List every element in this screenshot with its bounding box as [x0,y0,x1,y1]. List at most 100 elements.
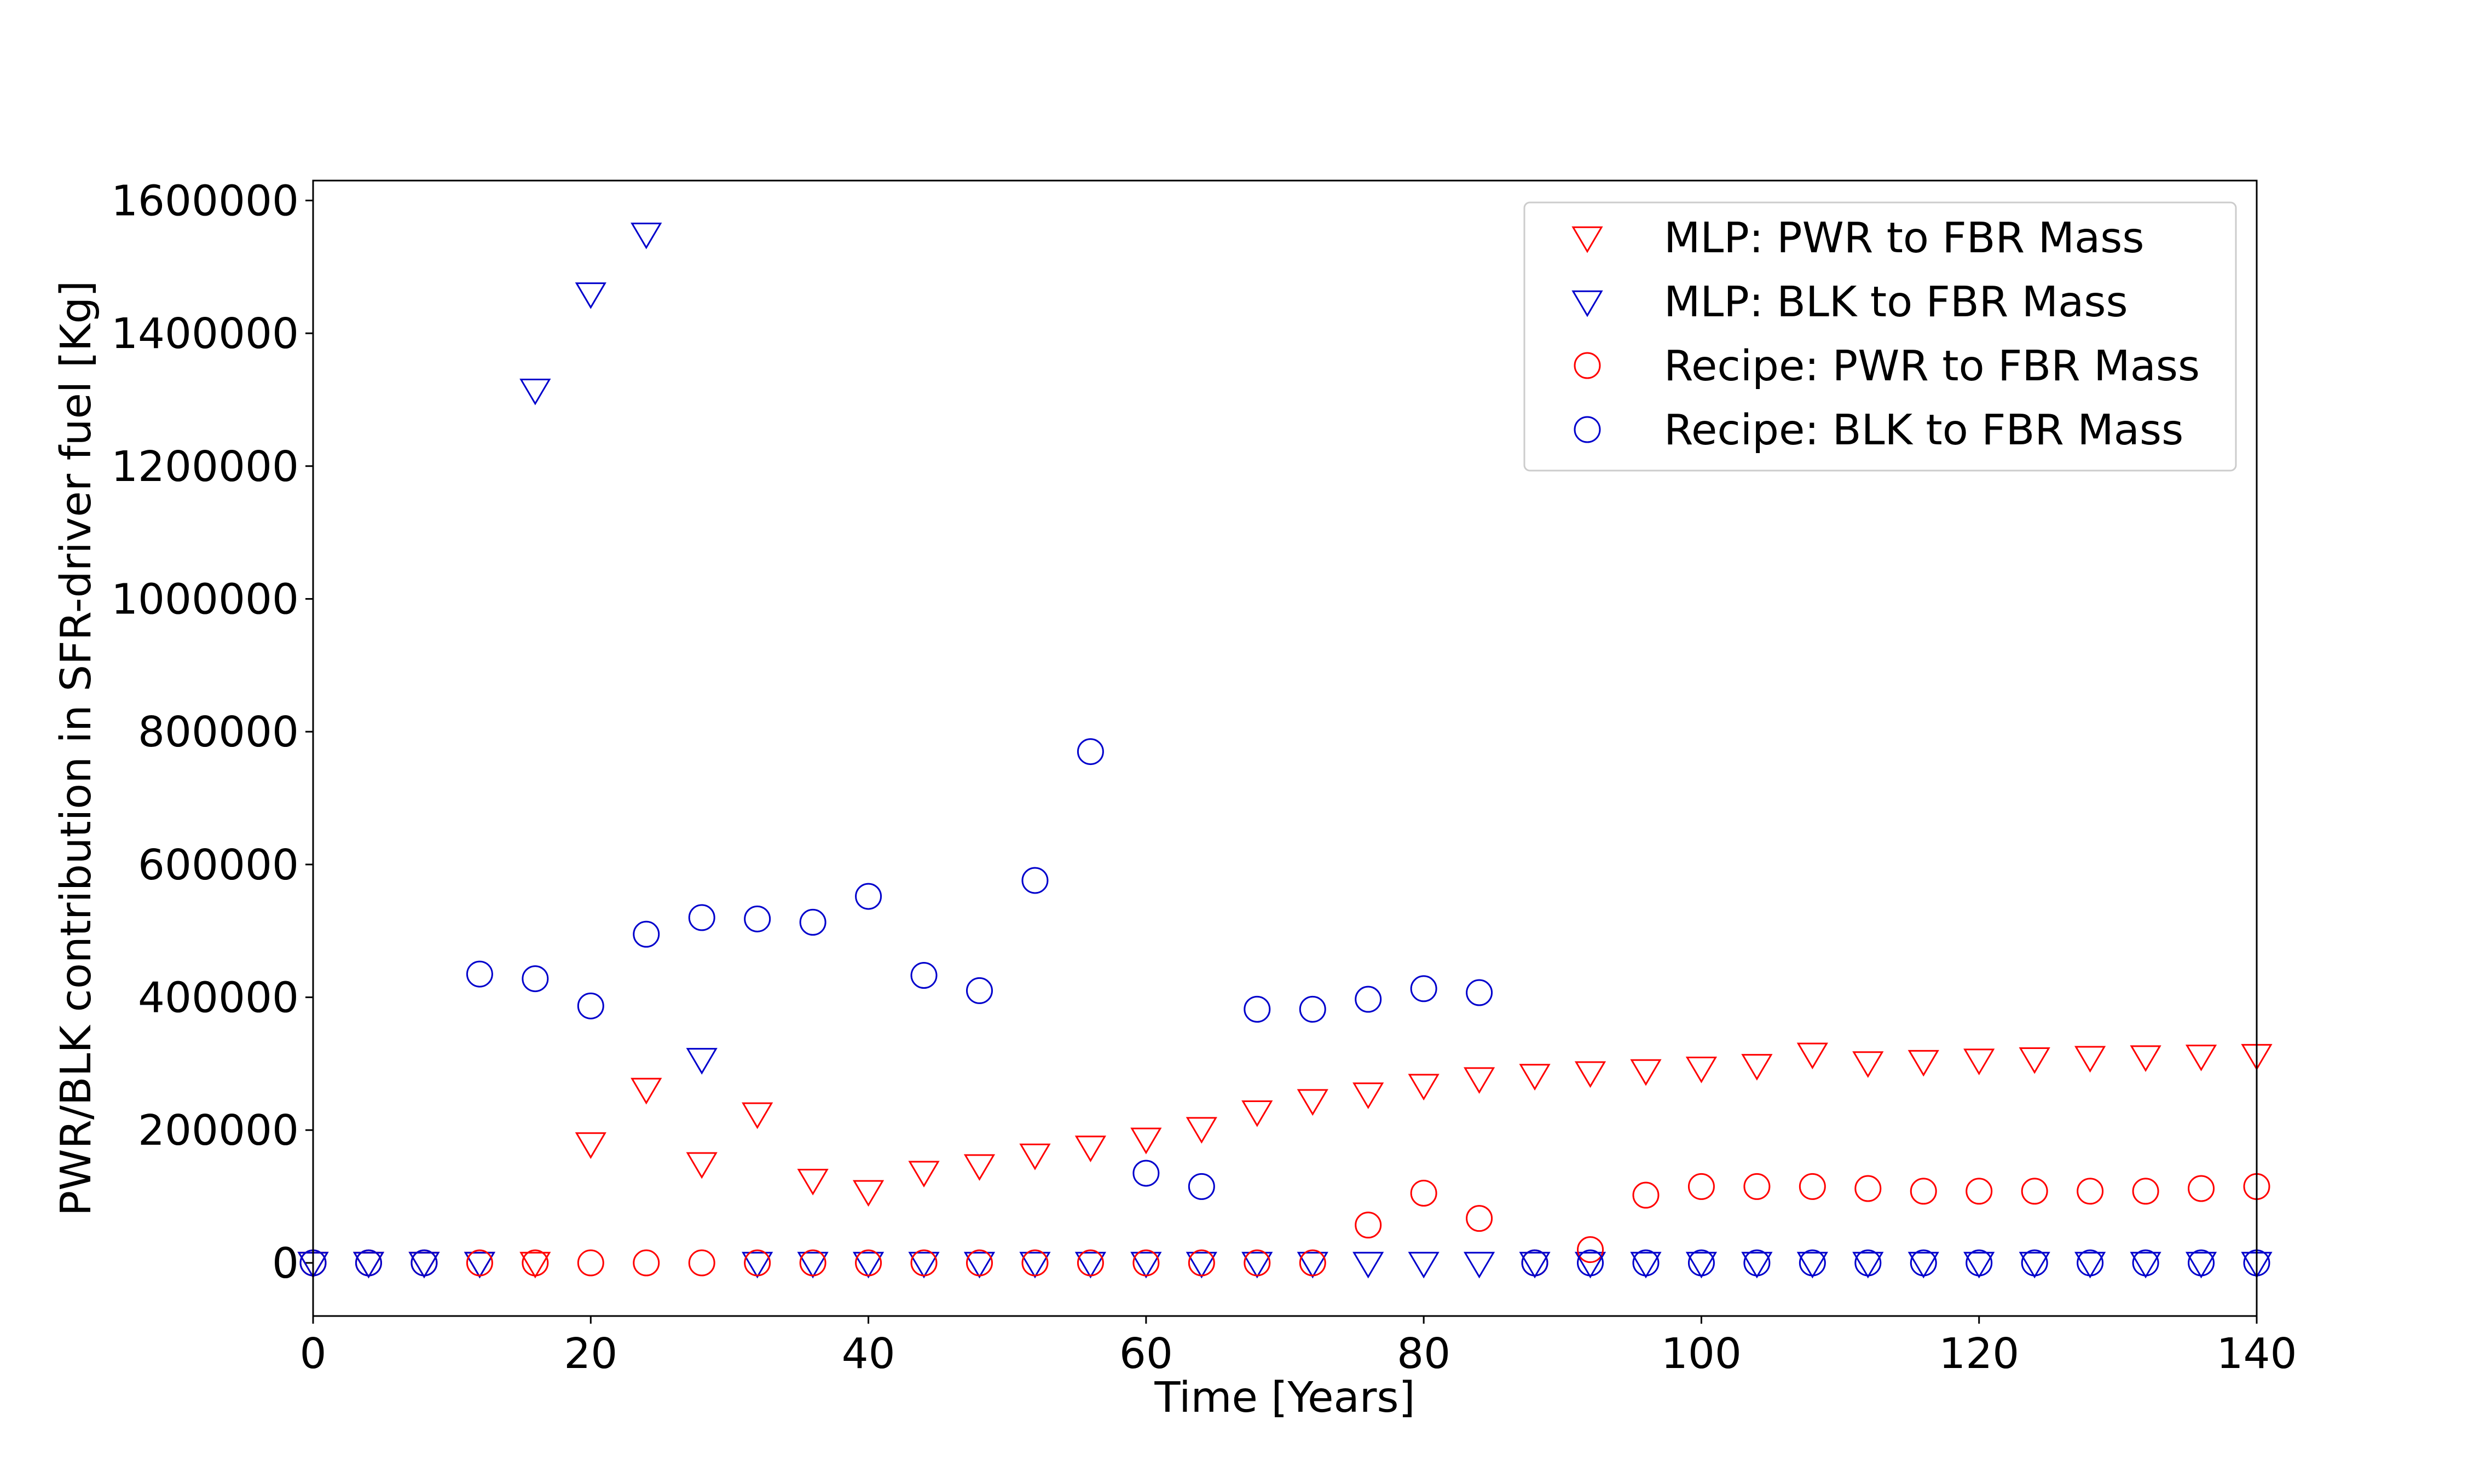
triangle-marker [963,1251,996,1279]
triangle-marker [408,1251,440,1279]
triangle-marker [519,379,551,405]
legend-label: MLP: BLK to FBR Mass [1664,278,2128,327]
circle-marker [1244,995,1271,1023]
circle-marker [910,962,938,989]
circle-marker [1244,1249,1271,1277]
circle-marker [577,992,604,1019]
triangle-marker [963,1154,996,1181]
triangle-marker [1630,1251,1662,1279]
triangle-marker [2130,1251,2161,1279]
triangle-marker [1241,1100,1273,1127]
triangle-marker [852,1251,885,1279]
circle-marker [799,1249,826,1277]
triangle-marker [1186,1251,1217,1279]
triangle-marker [686,1152,718,1179]
triangle-marker [1574,1061,1606,1088]
triangle-marker [2185,1251,2217,1279]
x-tick-label: 140 [2217,1330,2297,1378]
triangle-marker [1408,1074,1440,1101]
series-1 [297,1042,2273,1279]
triangle-marker [1963,1251,1995,1279]
triangle-marker [1574,1251,1606,1279]
triangle-marker [1297,1089,1328,1116]
circle-marker [1632,1181,1660,1209]
triangle-marker [631,222,662,250]
y-axis-title: PWR/BLK contribution in SFR-driver fuel … [52,281,101,1216]
triangle-marker [1519,1064,1551,1091]
circle-marker [1355,1211,1382,1239]
triangle-marker [1741,1251,1773,1279]
y-tick-label: 400000 [138,974,299,1023]
triangle-marker [1297,1251,1328,1279]
legend-marker [1571,226,1603,253]
y-tick-label: 1200000 [111,443,299,491]
circle-marker [2188,1175,2215,1202]
x-tick-label: 120 [1939,1330,2019,1378]
axis-ticks: 0 20 40 60 80 100 120 140 0 200000 400000 600000 800… [111,177,2297,1378]
x-tick-label: 60 [1119,1330,1173,1378]
x-axis-title: Time [Years] [1154,1373,1415,1422]
circle-marker [355,1249,382,1277]
triangle-marker [797,1169,829,1196]
circle-marker [1299,1249,1326,1277]
y-tick-label: 1600000 [111,177,299,225]
triangle-marker [1907,1251,1939,1279]
circle-marker [1021,1249,1049,1277]
circle-marker [466,1249,493,1277]
circle-marker [1687,1249,1715,1277]
triangle-marker [1963,1048,1995,1076]
triangle-marker [1907,1050,1939,1077]
series-4 [299,738,2270,1277]
triangle-marker [1352,1082,1384,1109]
circle-marker [1743,1249,1771,1277]
x-tick-label: 0 [300,1330,327,1378]
x-tick-label: 100 [1661,1330,1742,1378]
triangle-marker [1685,1251,1718,1279]
circle-marker [1687,1173,1715,1200]
circle-marker [744,905,771,932]
circle-marker [1799,1249,1826,1277]
circle-marker [744,1249,771,1277]
y-tick-label: 600000 [138,841,299,890]
triangle-marker [2130,1045,2161,1072]
triangle-marker [1630,1059,1662,1086]
data-points [297,222,2273,1279]
triangle-marker [797,1251,829,1279]
y-tick-label: 800000 [138,708,299,757]
y-tick-label: 1400000 [111,310,299,358]
triangle-marker [742,1251,773,1279]
plot-frame [312,179,2258,1317]
circle-marker [1910,1178,1937,1205]
triangle-marker [1019,1143,1051,1170]
circle-marker [1799,1173,1826,1200]
triangle-marker [1796,1251,1828,1279]
circle-marker [1132,1249,1160,1277]
circle-marker [1577,1236,1604,1263]
x-tick-label: 20 [564,1330,617,1378]
legend-marker [1574,416,1601,443]
circle-marker [1577,1249,1604,1277]
triangle-marker [2074,1251,2106,1279]
circle-marker [1854,1249,1882,1277]
circle-marker [1466,1205,1493,1232]
triangle-marker [908,1251,940,1279]
triangle-marker [1408,1251,1440,1279]
triangle-marker [1519,1251,1551,1279]
triangle-marker [519,1251,551,1279]
circle-marker [1188,1173,1215,1200]
circle-marker [466,960,493,988]
circle-marker [2077,1178,2104,1205]
triangle-marker [1130,1251,1162,1279]
circle-marker [1299,995,1326,1023]
circle-marker [966,977,993,1004]
triangle-marker [464,1251,495,1279]
triangle-marker [1463,1067,1495,1094]
circle-marker [1632,1249,1660,1277]
circle-marker [1854,1175,1882,1202]
circle-marker [1466,979,1493,1006]
triangle-marker [1241,1251,1273,1279]
triangle-marker [1796,1042,1828,1070]
circle-marker [2188,1249,2215,1277]
circle-marker [1021,867,1049,894]
